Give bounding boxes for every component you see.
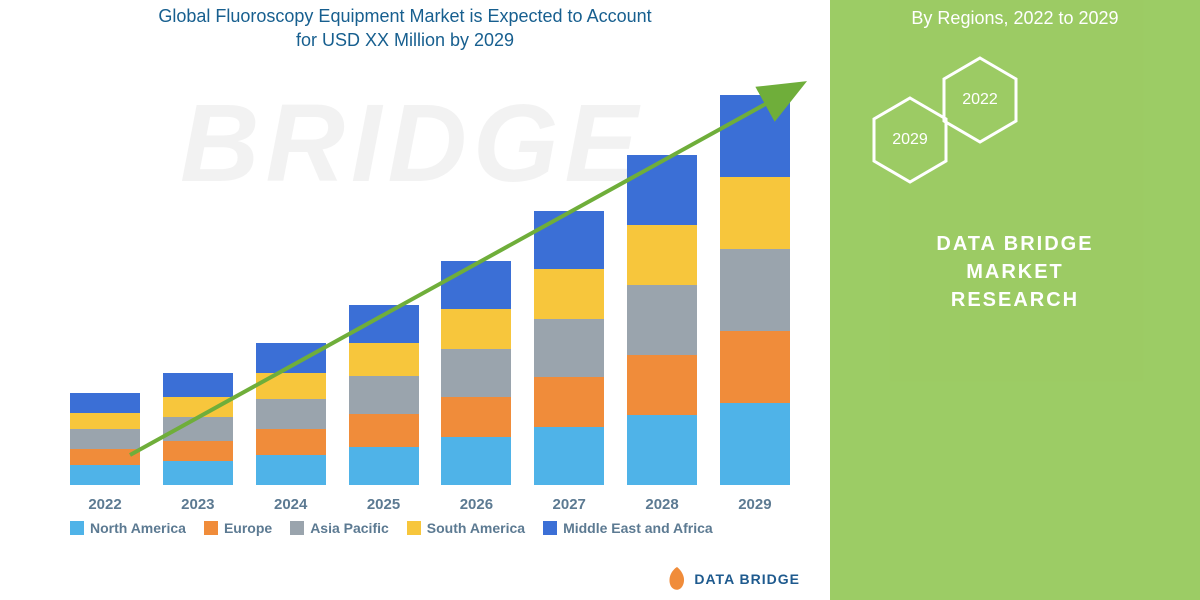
bar-stack bbox=[70, 393, 140, 485]
bar-segment bbox=[256, 373, 326, 399]
x-axis-label: 2022 bbox=[70, 496, 140, 513]
brand-line-1: DATA BRIDGE MARKET bbox=[936, 233, 1093, 283]
bar-segment bbox=[534, 377, 604, 427]
legend-swatch bbox=[543, 521, 557, 535]
bar-group: 2025 bbox=[349, 305, 419, 485]
bar-segment bbox=[70, 449, 140, 465]
bar-group: 2024 bbox=[256, 343, 326, 485]
bar-segment bbox=[720, 403, 790, 485]
legend-item: Europe bbox=[204, 520, 272, 536]
bar-segment bbox=[441, 309, 511, 349]
brand-line-2: RESEARCH bbox=[951, 289, 1079, 311]
bar-segment bbox=[534, 427, 604, 485]
title-line-1: Global Fluoroscopy Equipment Market is E… bbox=[158, 6, 651, 26]
legend-label: South America bbox=[427, 520, 525, 536]
hex-label-2022: 2022 bbox=[962, 91, 998, 109]
x-axis-label: 2023 bbox=[163, 496, 233, 513]
bar-segment bbox=[720, 95, 790, 177]
legend-item: South America bbox=[407, 520, 525, 536]
bars-container: 2022 2023 2024 2025 2026 2027 2028 2029 bbox=[60, 65, 800, 485]
bar-segment bbox=[627, 225, 697, 285]
bar-group: 2023 bbox=[163, 373, 233, 485]
legend-item: Asia Pacific bbox=[290, 520, 389, 536]
bar-segment bbox=[70, 429, 140, 449]
legend-label: Middle East and Africa bbox=[563, 520, 713, 536]
bar-segment bbox=[441, 437, 511, 485]
legend-swatch bbox=[204, 521, 218, 535]
footer-logo-icon bbox=[666, 566, 688, 592]
bar-segment bbox=[163, 441, 233, 461]
bar-segment bbox=[163, 461, 233, 485]
bar-segment bbox=[163, 417, 233, 441]
bar-segment bbox=[534, 211, 604, 269]
brand-text: DATA BRIDGE MARKET RESEARCH bbox=[923, 230, 1108, 314]
bar-group: 2029 bbox=[720, 95, 790, 485]
bar-group: 2027 bbox=[534, 211, 604, 485]
right-panel-header: By Regions, 2022 to 2029 bbox=[911, 8, 1118, 29]
legend-label: North America bbox=[90, 520, 186, 536]
bar-segment bbox=[534, 319, 604, 377]
x-axis-label: 2027 bbox=[534, 496, 604, 513]
legend-swatch bbox=[70, 521, 84, 535]
bar-stack bbox=[441, 261, 511, 485]
bar-segment bbox=[256, 429, 326, 455]
bar-stack bbox=[534, 211, 604, 485]
bar-stack bbox=[349, 305, 419, 485]
chart-area: 2022 2023 2024 2025 2026 2027 2028 2029 bbox=[60, 65, 800, 485]
bar-stack bbox=[720, 95, 790, 485]
bar-segment bbox=[627, 415, 697, 485]
bar-segment bbox=[627, 155, 697, 225]
footer-logo-text: DATA BRIDGE bbox=[694, 571, 800, 587]
x-axis-label: 2028 bbox=[627, 496, 697, 513]
bar-segment bbox=[256, 399, 326, 429]
title-line-2: for USD XX Million by 2029 bbox=[296, 30, 514, 50]
bar-group: 2026 bbox=[441, 261, 511, 485]
bar-segment bbox=[163, 373, 233, 397]
legend-label: Asia Pacific bbox=[310, 520, 389, 536]
x-axis-label: 2026 bbox=[441, 496, 511, 513]
bar-group: 2022 bbox=[70, 393, 140, 485]
bar-segment bbox=[349, 376, 419, 414]
bar-segment bbox=[720, 331, 790, 403]
bar-segment bbox=[349, 447, 419, 485]
bar-segment bbox=[441, 397, 511, 437]
bar-segment bbox=[256, 455, 326, 485]
bar-segment bbox=[720, 177, 790, 249]
legend-item: Middle East and Africa bbox=[543, 520, 713, 536]
bar-stack bbox=[163, 373, 233, 485]
legend: North America Europe Asia Pacific South Ame… bbox=[70, 520, 810, 536]
bar-segment bbox=[534, 269, 604, 319]
bar-segment bbox=[163, 397, 233, 417]
bar-segment bbox=[349, 414, 419, 447]
footer-logo: DATA BRIDGE bbox=[666, 566, 800, 592]
bar-segment bbox=[441, 349, 511, 397]
legend-swatch bbox=[290, 521, 304, 535]
bar-stack bbox=[256, 343, 326, 485]
bar-segment bbox=[70, 413, 140, 429]
bar-segment bbox=[70, 393, 140, 413]
bar-segment bbox=[70, 465, 140, 485]
x-axis-label: 2029 bbox=[720, 496, 790, 513]
bar-segment bbox=[720, 249, 790, 331]
hex-label-2029: 2029 bbox=[892, 131, 928, 149]
bar-segment bbox=[627, 355, 697, 415]
hexagon-2022: 2022 bbox=[940, 55, 1020, 145]
x-axis-label: 2024 bbox=[256, 496, 326, 513]
x-axis-label: 2025 bbox=[349, 496, 419, 513]
bar-segment bbox=[349, 305, 419, 343]
bar-segment bbox=[441, 261, 511, 309]
chart-title: Global Fluoroscopy Equipment Market is E… bbox=[85, 4, 725, 53]
bar-stack bbox=[627, 155, 697, 485]
legend-item: North America bbox=[70, 520, 186, 536]
legend-swatch bbox=[407, 521, 421, 535]
legend-label: Europe bbox=[224, 520, 272, 536]
bar-segment bbox=[349, 343, 419, 376]
bar-segment bbox=[256, 343, 326, 373]
bar-segment bbox=[627, 285, 697, 355]
hexagon-2029: 2029 bbox=[870, 95, 950, 185]
bar-group: 2028 bbox=[627, 155, 697, 485]
